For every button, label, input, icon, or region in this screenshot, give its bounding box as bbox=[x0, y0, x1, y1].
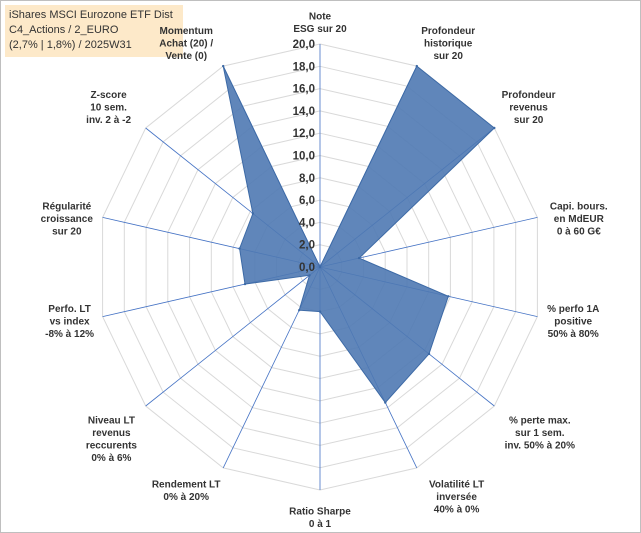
axis-label-line: Vente (0) bbox=[165, 51, 207, 62]
data-point bbox=[251, 212, 255, 215]
axis-label-line: Profondeur bbox=[421, 26, 475, 37]
axis-label-line: Note bbox=[309, 12, 332, 23]
axis-label-line: 0 à 60 G€ bbox=[557, 226, 601, 237]
axis-label-line: 10 sem. bbox=[90, 103, 127, 114]
axis-label: Capi. bours. en MdEUR 0 à 60 G€ bbox=[550, 201, 608, 237]
axis-label-line: Régularité bbox=[42, 201, 91, 212]
spoke bbox=[145, 266, 321, 407]
axis-label-line: Capi. bours. bbox=[550, 201, 608, 212]
tick-label: 12,0 bbox=[293, 128, 315, 140]
data-point bbox=[318, 310, 322, 313]
axis-label-line: 50% à 80% bbox=[548, 329, 599, 340]
axis-label-line: Z-score bbox=[91, 90, 128, 101]
tick-label: 14,0 bbox=[293, 106, 315, 118]
tick-label: 10,0 bbox=[293, 151, 315, 163]
chart-header: iShares MSCI Eurozone ETF Dist C4_Action… bbox=[5, 5, 183, 57]
tick-label: 2,0 bbox=[299, 240, 315, 252]
axis-label-line: sur 20 bbox=[433, 51, 463, 62]
data-point bbox=[238, 247, 241, 250]
data-point bbox=[308, 274, 311, 277]
data-point bbox=[447, 295, 450, 298]
data-point bbox=[384, 401, 387, 404]
tick-label: 0,0 bbox=[299, 262, 315, 274]
axis-label-line: 0 à 1 bbox=[309, 519, 332, 530]
axis-label-line: croissance bbox=[41, 214, 94, 225]
data-point bbox=[298, 309, 301, 312]
tick-label: 6,0 bbox=[299, 195, 315, 207]
axis-label-line: 0% à 6% bbox=[91, 453, 131, 464]
data-point bbox=[222, 64, 225, 68]
data-point bbox=[415, 64, 418, 68]
axis-label-line: Achat (20) / bbox=[159, 38, 213, 49]
series-area bbox=[222, 65, 496, 404]
tick-label: 20,0 bbox=[293, 39, 315, 51]
axis-label-line: sur 20 bbox=[52, 226, 82, 237]
axis-label: Rendement LT 0% à 20% bbox=[152, 480, 221, 504]
data-point bbox=[318, 265, 322, 269]
axis-label-line: reccurents bbox=[86, 441, 138, 452]
data-point bbox=[427, 352, 431, 356]
tick-label: 16,0 bbox=[293, 84, 315, 96]
axis-label-line: % perfo 1A bbox=[547, 304, 599, 315]
axis-label-line: 0% à 20% bbox=[163, 492, 209, 503]
axis-label: Ratio Sharpe 0 à 1 bbox=[289, 507, 351, 531]
header-line-3: (2,7% | 1,8%) / 2025W31 bbox=[9, 39, 132, 51]
header-line-1: iShares MSCI Eurozone ETF Dist bbox=[9, 9, 173, 21]
axis-label: % perte max. sur 1 sem. inv. 50% à 20% bbox=[505, 416, 576, 452]
axis-label-line: Profondeur bbox=[502, 90, 556, 101]
data-point bbox=[493, 126, 496, 130]
axis-label-line: Perfo. LT bbox=[48, 304, 91, 315]
axis-label: Note ESG sur 20 bbox=[293, 12, 347, 36]
axis-label-line: ESG sur 20 bbox=[293, 24, 347, 35]
axis-label: Profondeur historique sur 20 bbox=[421, 26, 475, 62]
axis-label-line: revenus bbox=[92, 428, 131, 439]
axis-label-line: sur 20 bbox=[514, 115, 544, 126]
data-point bbox=[357, 256, 361, 260]
axis-label-line: inv. 50% à 20% bbox=[505, 441, 576, 452]
data-point bbox=[243, 282, 247, 286]
tick-labels: 0,0 2,0 4,0 6,0 8,0 10,0 12,0 14,0 16,0 18,0 20,0 bbox=[293, 39, 315, 274]
header-line-2: C4_Actions / 2_EURO bbox=[9, 24, 119, 36]
axis-label: Perfo. LT vs index -8% à 12% bbox=[45, 304, 94, 340]
axis-label-line: inv. 2 à -2 bbox=[86, 115, 131, 126]
axis-label-line: positive bbox=[554, 317, 592, 328]
axis-label-line: Rendement LT bbox=[152, 480, 221, 491]
axis-label-line: sur 1 sem. bbox=[515, 428, 565, 439]
axis-label: % perfo 1A positive 50% à 80% bbox=[547, 304, 599, 340]
series bbox=[222, 64, 496, 404]
axis-label-line: Ratio Sharpe bbox=[289, 507, 351, 518]
axis-label-line: Volatilité LT bbox=[429, 480, 484, 491]
axis-label: Volatilité LT inversée 40% à 0% bbox=[429, 480, 484, 516]
axis-label-line: en MdEUR bbox=[554, 214, 605, 225]
tick-label: 8,0 bbox=[299, 173, 315, 185]
axis-label-line: vs index bbox=[50, 317, 90, 328]
axis-labels: Note ESG sur 20 Profondeur historique sur 20… bbox=[41, 12, 608, 531]
axis-label-line: historique bbox=[424, 38, 473, 49]
axis-label-line: Momentum bbox=[160, 26, 213, 37]
axis-label-line: % perte max. bbox=[509, 416, 571, 427]
axis-label: Momentum Achat (20) / Vente (0) bbox=[159, 26, 213, 62]
axis-label: Régularité croissance sur 20 bbox=[41, 201, 94, 237]
axis-label-line: Niveau LT bbox=[88, 416, 135, 427]
axis-label: Profondeur revenus sur 20 bbox=[502, 90, 556, 126]
tick-label: 18,0 bbox=[293, 61, 315, 73]
axis-label-line: -8% à 12% bbox=[45, 329, 94, 340]
axis-label-line: revenus bbox=[509, 103, 548, 114]
axis-label-line: inversée bbox=[436, 492, 477, 503]
tick-label: 4,0 bbox=[299, 217, 315, 229]
axis-label: Niveau LT revenus reccurents 0% à 6% bbox=[86, 416, 138, 465]
axis-label: Z-score 10 sem. inv. 2 à -2 bbox=[86, 90, 131, 126]
axis-label-line: 40% à 0% bbox=[434, 505, 480, 516]
